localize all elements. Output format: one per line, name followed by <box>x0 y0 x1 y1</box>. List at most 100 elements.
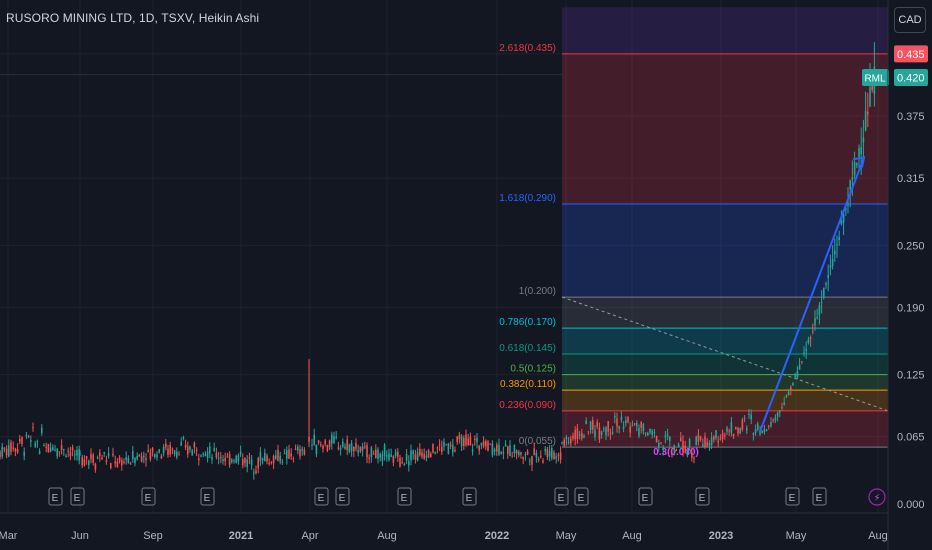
candle-body <box>5 448 8 456</box>
fib-level-label: 0.5(0.125) <box>510 364 556 375</box>
candle-body <box>713 436 715 440</box>
candle-body <box>224 457 226 462</box>
candle-body <box>807 339 810 343</box>
earnings-marker-label: E <box>74 493 81 504</box>
candle-body <box>187 446 189 455</box>
candle-body <box>761 430 763 433</box>
candle-body <box>416 452 419 461</box>
y-tick-label: 0.000 <box>897 499 925 511</box>
candle-body <box>19 438 21 442</box>
candle-body <box>551 447 553 459</box>
candle-body <box>105 460 108 462</box>
fib-zone <box>562 410 888 448</box>
candle-body <box>36 441 39 443</box>
earnings-marker-label: E <box>699 493 706 504</box>
candle-body <box>531 455 533 465</box>
fib-zone <box>562 7 888 54</box>
candle-body <box>699 436 702 440</box>
candle-body <box>452 444 454 453</box>
chart-title: RUSORO MINING LTD, 1D, TSXV, Heikin Ashi <box>6 11 260 25</box>
x-tick-label: Aug <box>622 530 642 542</box>
candle-body <box>67 450 69 452</box>
candle-body <box>559 452 562 460</box>
candle-body <box>261 458 264 460</box>
candle-body <box>680 437 682 442</box>
candle-body <box>825 283 827 285</box>
price-tag-fib <box>894 45 928 63</box>
currency-button[interactable]: CAD <box>894 7 926 33</box>
candle-body <box>213 448 215 451</box>
candle-body <box>757 423 759 430</box>
candle-body <box>524 454 527 456</box>
earnings-marker-label: E <box>642 493 649 504</box>
candle-body <box>781 406 783 409</box>
candle-body <box>485 440 487 447</box>
fib-overlap-label: 0.3(0.040) <box>653 447 699 458</box>
fib-zone <box>562 390 888 411</box>
candle-body <box>677 443 680 448</box>
candle-body <box>165 443 167 448</box>
candle-body <box>540 455 542 457</box>
candle-body <box>853 162 856 176</box>
candle-body <box>673 445 675 450</box>
candle-body <box>592 420 594 430</box>
candle-body <box>297 447 299 451</box>
candle-body <box>792 383 794 386</box>
candle-body <box>8 445 10 457</box>
candle-body <box>399 457 401 467</box>
candle-body <box>856 163 858 166</box>
candle-body <box>851 176 854 180</box>
candle-body <box>491 443 494 456</box>
candle-body <box>518 451 520 456</box>
candle-body <box>366 445 368 458</box>
candle-body <box>671 452 673 456</box>
candle-body <box>268 463 270 465</box>
candle-body <box>783 402 785 405</box>
candle-body <box>823 288 825 297</box>
candle-body <box>496 444 498 452</box>
candle-body <box>660 442 662 444</box>
candle-body <box>202 453 204 455</box>
candle-body <box>76 450 78 456</box>
candle-body <box>449 444 452 446</box>
candle-body <box>746 427 748 431</box>
candle-body <box>585 420 587 425</box>
candle-body <box>132 451 134 459</box>
candle-body <box>596 422 598 427</box>
candle-body <box>425 455 428 458</box>
candle-body <box>71 447 74 451</box>
candle-body <box>763 429 766 432</box>
candle-body <box>816 317 818 319</box>
symbol-tag-label: RML <box>864 73 886 84</box>
candle-body <box>605 427 607 436</box>
candle-body <box>23 451 25 457</box>
candle-body <box>114 461 116 464</box>
candle-body <box>436 447 439 449</box>
candle-body <box>60 445 63 451</box>
candle-body <box>244 458 246 464</box>
candle-body <box>277 449 279 461</box>
candle-body <box>480 442 483 446</box>
candle-body <box>688 439 691 447</box>
candle-body <box>644 432 647 434</box>
candle-body <box>49 447 52 452</box>
candle-body <box>867 112 869 115</box>
candle-body <box>557 455 560 457</box>
candle-body <box>706 442 708 447</box>
candle-body <box>445 444 447 446</box>
candle-body <box>567 441 570 443</box>
candle-body <box>392 456 395 463</box>
earnings-marker-box <box>200 487 215 506</box>
candle-body <box>3 447 6 450</box>
candle-body <box>803 352 805 354</box>
candle-body <box>576 428 579 439</box>
candle-body <box>235 455 237 464</box>
earnings-marker-label: E <box>145 493 152 504</box>
candle-body <box>386 454 388 457</box>
candle-body <box>809 337 812 339</box>
candle-body <box>143 455 145 458</box>
earnings-marker-label: E <box>578 493 585 504</box>
candle-body <box>401 462 403 464</box>
